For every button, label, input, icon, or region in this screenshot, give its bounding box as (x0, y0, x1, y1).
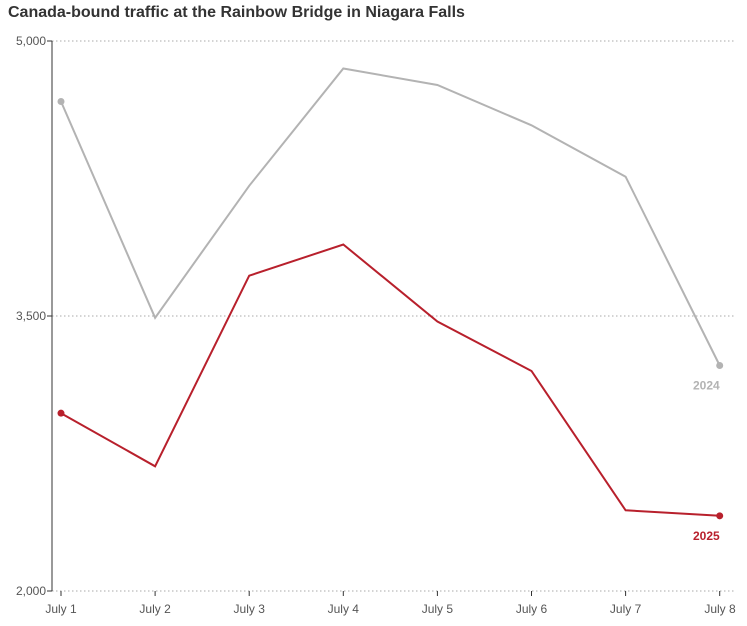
series-point-2024 (716, 362, 724, 369)
series-label-2024: 2024 (693, 379, 720, 393)
x-tick-label: July 8 (704, 602, 736, 616)
series-line-2025 (60, 243, 720, 517)
x-tick-label: July 7 (610, 602, 642, 616)
series-labels: 2024 2025 (693, 379, 720, 543)
y-tick-label: 3,500 (16, 309, 46, 323)
y-tick-label: 2,000 (16, 584, 46, 598)
series-point-2024 (57, 98, 65, 105)
x-tick-label: July 6 (516, 602, 548, 616)
x-tick-label: July 3 (234, 602, 266, 616)
series-label-2025: 2025 (693, 529, 720, 543)
x-tick-label: July 1 (45, 602, 77, 616)
series-line-2024 (60, 67, 721, 366)
x-tick-label: July 2 (139, 602, 171, 616)
series-point-2025 (57, 409, 65, 417)
gridlines (52, 40, 734, 317)
x-tick-label: July 4 (328, 602, 360, 616)
chart-title: Canada-bound traffic at the Rainbow Brid… (8, 4, 465, 21)
series-point-2025 (716, 512, 724, 520)
axes: 2,000 3,500 5,000 July 1 July 2 July 3 July 4 J… (16, 34, 736, 616)
series-lines (57, 67, 724, 520)
y-tick-label: 5,000 (16, 34, 46, 48)
x-tick-label: July 5 (422, 602, 454, 616)
